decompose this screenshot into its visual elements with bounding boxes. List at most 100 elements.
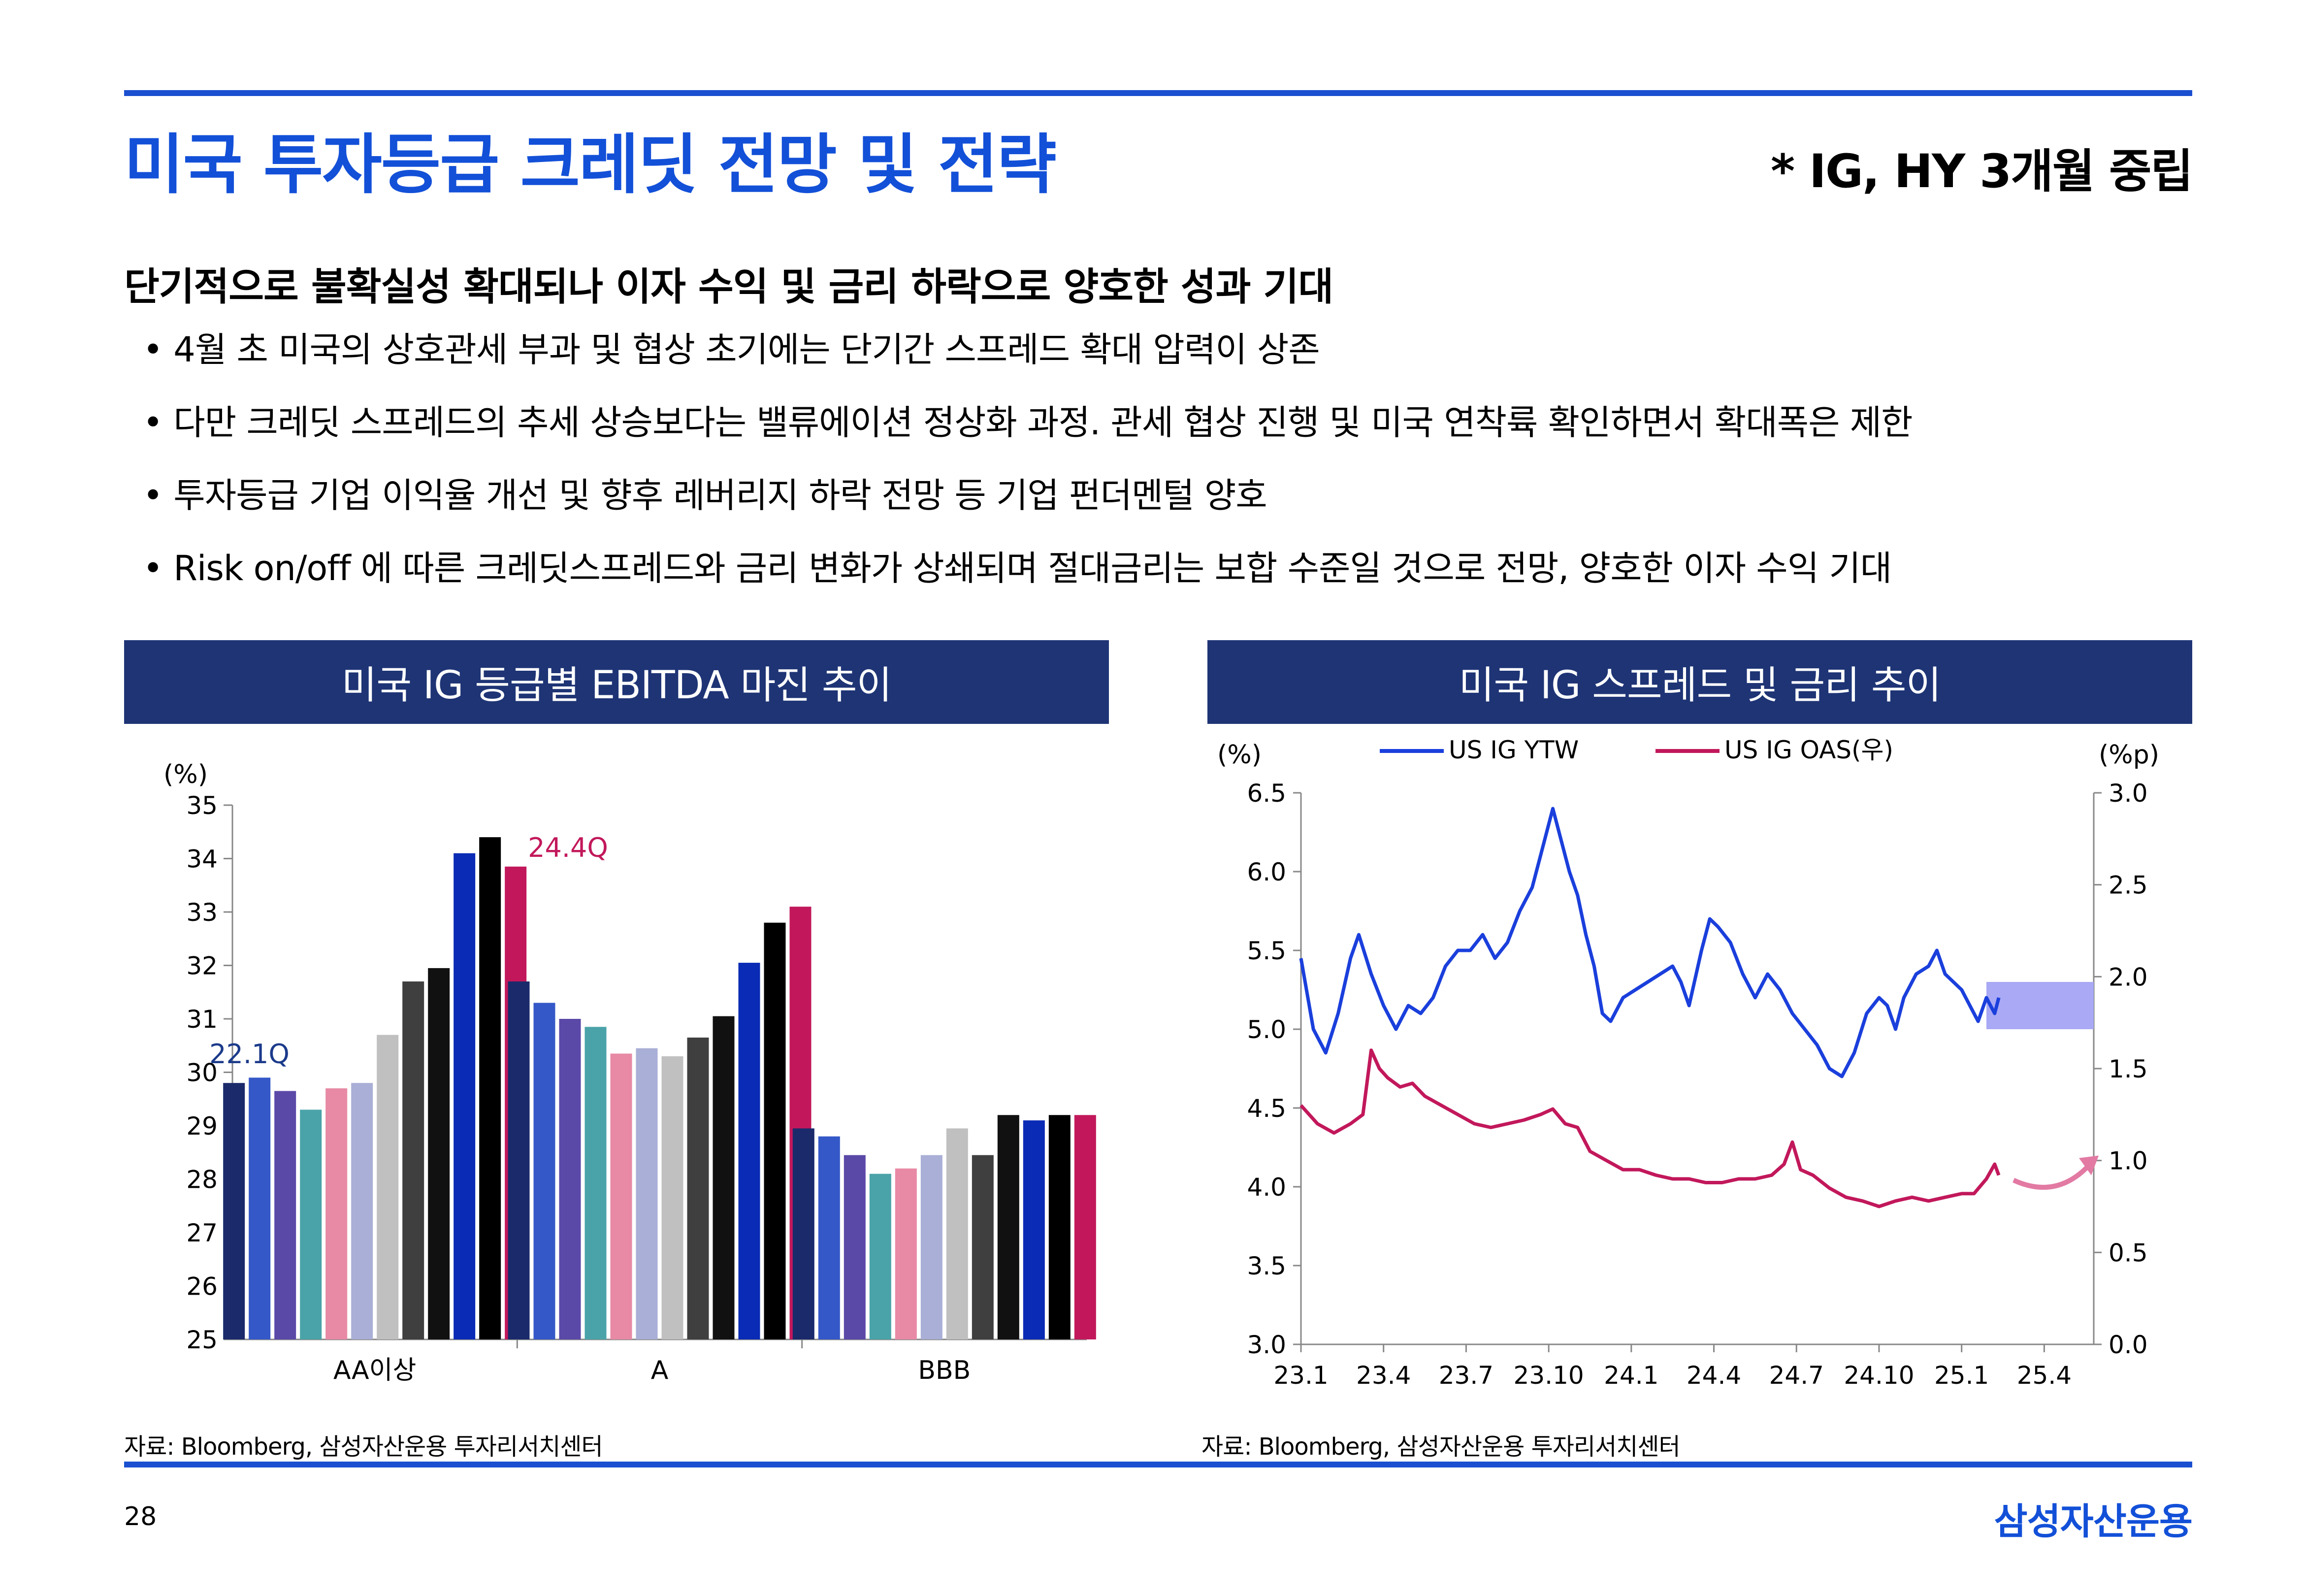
- page-number: 28: [124, 1502, 157, 1531]
- bar-annotation: 22.1Q: [209, 1039, 290, 1070]
- y-tick-label: 28: [186, 1166, 218, 1194]
- ytw-series-line: [1299, 807, 2001, 1078]
- y-tick-label: 34: [186, 845, 218, 874]
- y-left-tick-label: 5.5: [1247, 937, 1286, 965]
- y-tick-label: 33: [186, 898, 218, 927]
- bar: [946, 1128, 968, 1339]
- bar: [610, 1053, 632, 1339]
- y-left-tick-label: 3.0: [1247, 1331, 1286, 1359]
- x-tick-label: 24.4: [1687, 1361, 1741, 1390]
- bar: [428, 968, 450, 1339]
- bar: [844, 1155, 866, 1339]
- y-axis-unit: (%): [163, 760, 208, 789]
- bar: [764, 922, 786, 1339]
- y-tick-label: 31: [186, 1005, 218, 1034]
- bar: [792, 1128, 814, 1339]
- bar: [661, 1056, 683, 1339]
- bar: [584, 1027, 607, 1339]
- bar: [895, 1168, 917, 1339]
- bar: [972, 1155, 994, 1339]
- bullet-item: Risk on/off 에 따른 크레딧스프레드와 금리 변화가 상쇄되며 절대…: [143, 549, 1913, 621]
- bar: [1023, 1120, 1045, 1339]
- bar: [533, 1003, 555, 1339]
- bar: [402, 981, 424, 1339]
- oas-series-line: [1299, 1048, 2001, 1208]
- y-left-tick-label: 5.0: [1247, 1015, 1286, 1044]
- oas-arrow-head: [2079, 1155, 2099, 1175]
- page-title: 미국 투자등급 크레딧 전망 및 전략: [124, 127, 1057, 203]
- company-logo: 삼성자산운용: [1994, 1500, 2193, 1543]
- bar-annotation: 24.4Q: [528, 832, 608, 863]
- y-left-tick-label: 4.0: [1247, 1173, 1286, 1202]
- y-tick-label: 27: [186, 1219, 218, 1247]
- y-tick-label: 26: [186, 1272, 218, 1301]
- y-right-tick-label: 0.5: [2109, 1238, 2148, 1267]
- y-tick-label: 30: [186, 1059, 218, 1087]
- oas-arrow-shaft: [2013, 1164, 2091, 1190]
- bar: [818, 1136, 840, 1339]
- y-right-tick-label: 0.0: [2109, 1331, 2148, 1359]
- summary-headline: 단기적으로 불확실성 확대되나 이자 수익 및 금리 하락으로 양호한 성과 기…: [124, 265, 1333, 309]
- bar: [713, 1016, 735, 1339]
- x-tick-label: 23.4: [1356, 1361, 1411, 1390]
- bar: [377, 1035, 399, 1339]
- bullet-item: 다만 크레딧 스프레드의 추세 상승보다는 밸류에이션 정상화 과정. 관세 협…: [143, 403, 1913, 476]
- bar: [325, 1088, 348, 1339]
- x-tick-label: 25.4: [2017, 1361, 2072, 1390]
- left-panel-title: 미국 IG 등급별 EBITDA 마진 추이: [124, 640, 1109, 724]
- bottom-rule: [124, 1462, 2192, 1467]
- x-tick-label: 23.1: [1273, 1361, 1328, 1390]
- right-source-note: 자료: Bloomberg, 삼성자산운용 투자리서치센터: [1201, 1433, 1681, 1461]
- legend-label: US IG OAS(우): [1724, 736, 1893, 764]
- bar: [454, 853, 476, 1339]
- x-category-label: AA이상: [333, 1356, 416, 1385]
- bar: [300, 1109, 322, 1339]
- bar: [869, 1173, 891, 1339]
- x-tick-label: 24.1: [1604, 1361, 1658, 1390]
- x-category-label: A: [651, 1356, 669, 1385]
- bar: [636, 1048, 658, 1339]
- y-tick-label: 29: [186, 1112, 218, 1140]
- y-tick-label: 35: [186, 791, 218, 820]
- bar: [997, 1115, 1019, 1339]
- y-left-tick-label: 4.5: [1247, 1094, 1286, 1123]
- bar: [249, 1077, 271, 1339]
- y-axis-left-unit: (%): [1217, 740, 1262, 770]
- bar: [351, 1083, 373, 1339]
- bullet-item: 4월 초 미국의 상호관세 부과 및 협상 초기에는 단기간 스프레드 확대 압…: [143, 330, 1913, 403]
- spread-yield-line-chart: (%) (%p) 3.0 3.5 4.0 4.5 5.0 5.5 6.0 6.5 0.0 0.5 1.0…: [1217, 736, 2159, 1390]
- bar: [1074, 1115, 1096, 1339]
- y-tick-label: 25: [186, 1326, 218, 1354]
- left-source-note: 자료: Bloomberg, 삼성자산운용 투자리서치센터: [124, 1433, 603, 1461]
- y-left-tick-label: 3.5: [1247, 1252, 1286, 1280]
- bar: [479, 837, 501, 1339]
- ebitda-margin-bar-chart: (%) 25 26 27 28 29 30 31 32 33 34 35 AA이상 A BBB 22.1Q 24…: [163, 760, 1096, 1385]
- summary-bullets: 4월 초 미국의 상호관세 부과 및 협상 초기에는 단기간 스프레드 확대 압…: [143, 330, 1913, 621]
- y-left-tick-label: 6.0: [1247, 858, 1286, 886]
- y-right-tick-label: 1.0: [2109, 1147, 2148, 1175]
- y-right-tick-label: 1.5: [2109, 1055, 2148, 1083]
- bar: [1048, 1115, 1071, 1339]
- x-tick-label: 23.7: [1439, 1361, 1493, 1390]
- x-tick-label: 24.10: [1844, 1361, 1914, 1390]
- bar: [508, 981, 530, 1339]
- y-right-tick-label: 3.0: [2109, 779, 2148, 808]
- bar: [920, 1155, 942, 1339]
- x-tick-label: 23.10: [1514, 1361, 1584, 1390]
- x-category-label: BBB: [918, 1356, 971, 1385]
- y-right-tick-label: 2.0: [2109, 963, 2148, 991]
- y-left-tick-label: 6.5: [1247, 779, 1286, 808]
- x-tick-label: 25.1: [1934, 1361, 1989, 1390]
- y-tick-label: 32: [186, 952, 218, 980]
- bar: [559, 1019, 581, 1339]
- stance-label: * IG, HY 3개월 중립: [1771, 145, 2193, 198]
- bullet-item: 투자등급 기업 이익율 개선 및 향후 레버리지 하락 전망 등 기업 펀더멘털…: [143, 476, 1913, 549]
- right-panel-title: 미국 IG 스프레드 및 금리 추이: [1207, 640, 2192, 724]
- bar: [687, 1037, 709, 1339]
- y-right-tick-label: 2.5: [2109, 871, 2148, 900]
- bar: [274, 1091, 296, 1339]
- bar: [223, 1083, 245, 1339]
- legend-label: US IG YTW: [1449, 736, 1579, 764]
- x-tick-label: 24.7: [1769, 1361, 1824, 1390]
- y-axis-right-unit: (%p): [2099, 740, 2159, 770]
